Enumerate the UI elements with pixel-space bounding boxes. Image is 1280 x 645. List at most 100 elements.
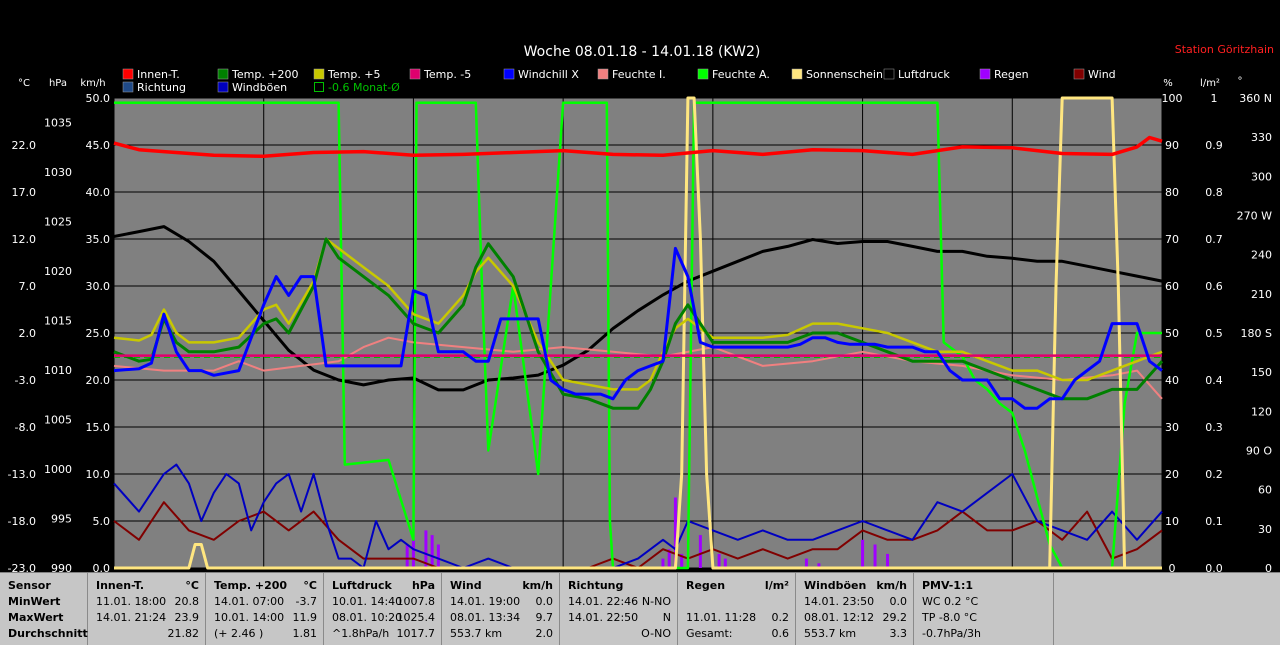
legend-label: Feuchte A. [712, 68, 770, 81]
table-header: PMV-1:1 [914, 578, 1053, 594]
axis-ticks: 22.0 17.0 12.0 7.0 2.0 -3.0 -8.0 -13.0 -18.0 -23.… [8, 92, 1273, 575]
tick-pressure: 1020 [44, 265, 72, 278]
table-header: Regen l/m² [678, 578, 795, 594]
tick-pressure: 995 [51, 513, 72, 526]
tick-humidity: 10 [1165, 515, 1179, 528]
table-row: WC 0.2 °C [914, 594, 1053, 610]
table-cell-label: 553.7 km [804, 627, 857, 640]
tick-direction: 210 [1251, 288, 1272, 301]
tick-temp: 17.0 [12, 186, 37, 199]
unit-temp: °C [18, 78, 30, 89]
table-row: 08.01. 10:20 1025.4 [324, 610, 441, 626]
table-row: (+ 2.46 ) 1.81 [206, 626, 323, 642]
rain-bar [723, 558, 727, 568]
rain-bar [873, 544, 877, 568]
rain-bar [698, 535, 702, 568]
rain-bar [861, 539, 865, 568]
table-row: MinWert [0, 594, 87, 610]
rain-bar [804, 558, 808, 568]
table-cell-value: 23.9 [174, 611, 200, 624]
table-cell-value: 0.0 [535, 595, 554, 608]
table-cell-label: 14.01. 23:50 [804, 595, 875, 608]
tick-humidity: 100 [1162, 92, 1183, 105]
table-cell-label: 14.01. 22:50 [568, 611, 639, 624]
unit-pressure: hPa [49, 78, 67, 89]
tick-pressure: 1015 [44, 315, 72, 328]
table-cell-label: 14.01. 22:46 [568, 595, 639, 608]
rain-bar [886, 553, 890, 568]
tick-humidity: 40 [1165, 374, 1179, 387]
tick-pressure: 1005 [44, 414, 72, 427]
table-cell-label: Regen [686, 579, 726, 592]
table-cell-label: Temp. +200 [214, 579, 288, 592]
legend-swatch [597, 68, 609, 80]
tick-direction: 330 [1251, 131, 1272, 144]
tick-direction: 0 [1265, 562, 1272, 575]
tick-temp: -13.0 [8, 468, 36, 481]
tick-wind: 30.0 [86, 280, 111, 293]
table-cell-label: TP -8.0 °C [922, 611, 977, 624]
tick-direction: 150 [1251, 366, 1272, 379]
legend-swatch [217, 81, 229, 93]
table-row: Gesamt: 0.6 [678, 626, 795, 642]
legend-label: Wind [1088, 68, 1116, 81]
legend-label: Temp. +5 [327, 68, 381, 81]
table-row [678, 594, 795, 610]
tick-temp: -23.0 [8, 562, 36, 575]
rain-bar [667, 549, 671, 568]
unit-humidity: % [1163, 78, 1173, 89]
legend-swatch [1073, 68, 1085, 80]
table-row: 14.01. 07:00 -3.7 [206, 594, 323, 610]
unit-direction: ° [1238, 76, 1243, 87]
tick-temp: 7.0 [19, 280, 37, 293]
legend-swatch [883, 68, 895, 80]
table-cell-value: l/m² [764, 579, 789, 592]
tick-temp: 12.0 [12, 233, 37, 246]
table-cell-label: (+ 2.46 ) [214, 627, 264, 640]
tick-rain: 0.9 [1205, 139, 1223, 152]
table-cell-value: -3.7 [295, 595, 317, 608]
table-cell-value: 0.2 [771, 611, 790, 624]
series-innen-t- [113, 135, 1163, 159]
tick-wind: 20.0 [86, 374, 111, 387]
tick-wind: 25.0 [86, 327, 111, 340]
table-row: O-NO [560, 626, 677, 642]
table-cell-value: N-NO [641, 595, 671, 608]
legend-label: Regen [994, 68, 1029, 81]
table-cell-label: Innen-T. [96, 579, 145, 592]
station-label: Station Göritzhain [1175, 43, 1274, 56]
table-cell-label: MinWert [8, 595, 61, 608]
table-cell-value: °C [303, 579, 317, 592]
table-row: 08.01. 12:12 29.2 [796, 610, 913, 626]
tick-direction: 30 [1258, 523, 1272, 536]
table-row: 11.01. 11:28 0.2 [678, 610, 795, 626]
unit-rain: l/m² [1200, 78, 1220, 89]
series-feuchte-i- [113, 336, 1163, 400]
table-row: TP -8.0 °C [914, 610, 1053, 626]
table-cell-label: WC 0.2 °C [922, 595, 979, 608]
legend-swatch [697, 68, 709, 80]
table-row: 553.7 km 2.0 [442, 626, 559, 642]
table-cell-value: 21.82 [167, 627, 200, 640]
table-row: 21.82 [88, 626, 205, 642]
tick-humidity: 20 [1165, 468, 1179, 481]
table-header: Wind km/h [442, 578, 559, 594]
rain-bar [436, 544, 440, 568]
tick-direction: 270 W [1237, 210, 1272, 223]
rain-bar [405, 544, 409, 568]
table-header: Temp. +200 °C [206, 578, 323, 594]
legend-label: -0.6 Monat-Ø [328, 81, 400, 94]
tick-rain: 0.2 [1205, 468, 1223, 481]
table-column: Richtung 14.01. 22:46 N-NO 14.01. 22:50 N O-N… [560, 573, 678, 645]
table-row: -0.7hPa/3h [914, 626, 1053, 642]
tick-wind: 10.0 [86, 468, 111, 481]
table-cell-label: 10.01. 14:40 [332, 595, 403, 608]
unit-wind: km/h [80, 78, 105, 89]
tick-direction: 300 [1251, 170, 1272, 183]
tick-humidity: 90 [1165, 139, 1179, 152]
series-windchill-x [113, 246, 1163, 410]
tick-wind: 45.0 [86, 139, 111, 152]
table-cell-label: Windböen [804, 579, 867, 592]
table-row: ^1.8hPa/h 1017.7 [324, 626, 441, 642]
